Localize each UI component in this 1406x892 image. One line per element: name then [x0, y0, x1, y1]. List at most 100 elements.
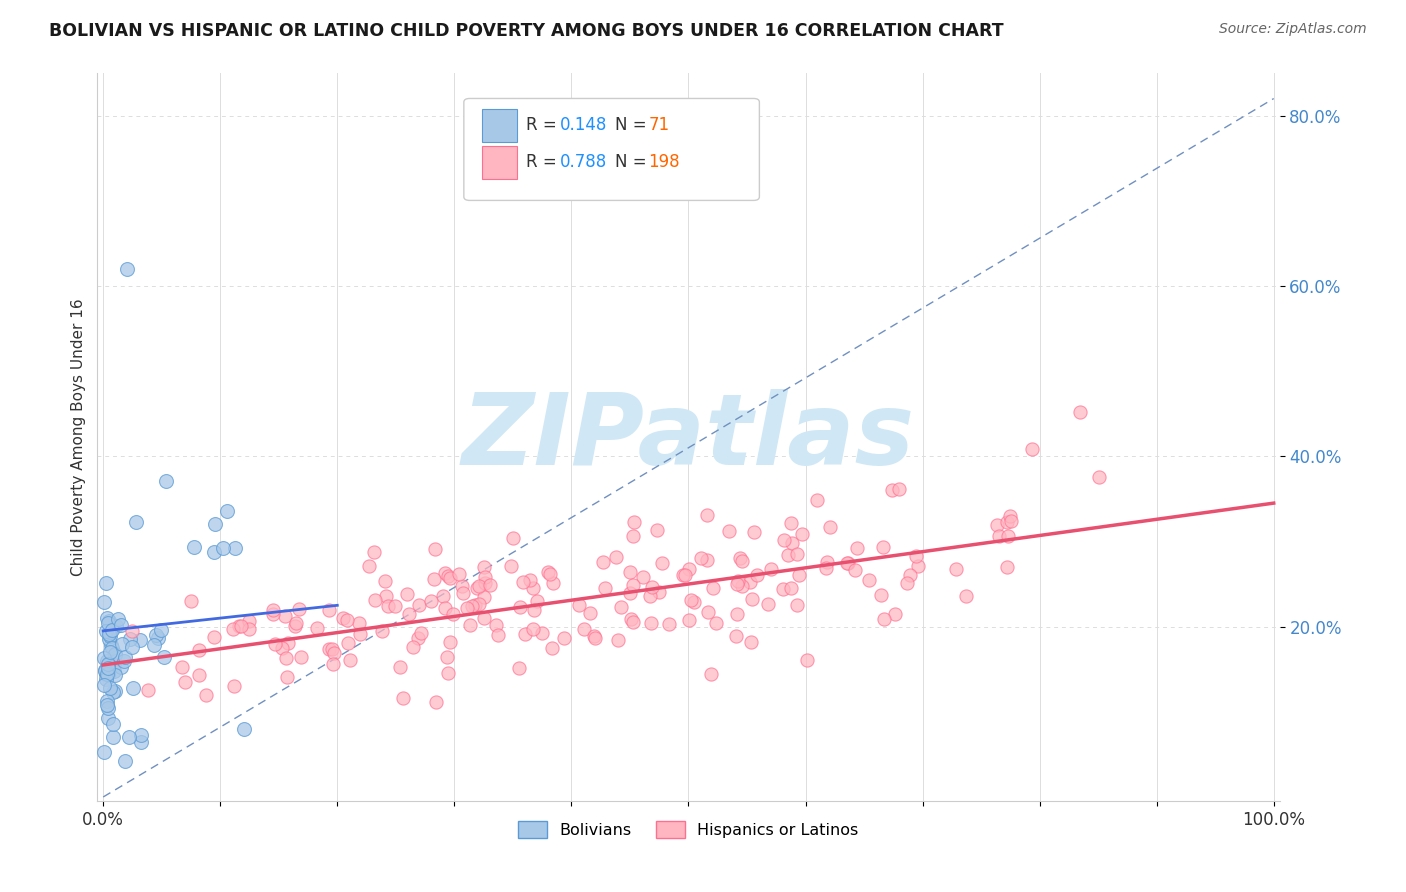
Point [142, 638, 165, 652]
Point [97, 616, 120, 631]
Point [778, 549, 800, 563]
Point [232, 722, 254, 736]
Point [222, 679, 245, 693]
Point [238, 615, 260, 629]
Point [610, 600, 633, 615]
Point [406, 631, 429, 645]
Point [349, 626, 371, 640]
Point [898, 568, 921, 582]
Point [718, 524, 741, 538]
Point [229, 618, 252, 632]
Text: 0.788: 0.788 [560, 153, 607, 171]
Point [318, 603, 340, 617]
Point [94, 664, 117, 678]
Point [472, 611, 495, 625]
Point [262, 607, 284, 622]
Point [541, 575, 564, 590]
Point [526, 594, 548, 608]
Point [364, 593, 387, 607]
Point [104, 667, 127, 681]
Point [1088, 470, 1111, 484]
Point [572, 622, 595, 636]
Point [474, 576, 496, 591]
Point [96, 624, 118, 638]
Point [995, 559, 1018, 574]
Point [673, 568, 696, 582]
Point [111, 637, 134, 651]
Point [432, 589, 454, 603]
Point [461, 599, 484, 614]
Point [773, 533, 796, 548]
Point [472, 560, 495, 574]
Point [374, 589, 396, 603]
Point [408, 598, 430, 612]
Point [522, 581, 544, 595]
Point [274, 651, 297, 665]
Point [997, 529, 1019, 543]
Point [187, 668, 209, 682]
Point [1000, 514, 1022, 528]
Point [593, 581, 616, 595]
Point [728, 550, 751, 565]
Point [696, 508, 718, 523]
Point [509, 600, 531, 615]
Y-axis label: Child Poverty Among Boys Under 16: Child Poverty Among Boys Under 16 [72, 298, 86, 576]
Point [621, 615, 644, 629]
Point [96, 667, 118, 681]
Point [458, 617, 481, 632]
Point [464, 599, 486, 613]
Point [97, 711, 120, 725]
Point [101, 685, 124, 699]
Point [349, 616, 371, 631]
Point [112, 654, 135, 668]
Point [425, 695, 447, 709]
Point [121, 640, 143, 654]
Point [474, 569, 496, 583]
Point [97, 658, 120, 673]
Point [678, 613, 700, 627]
Text: 0.148: 0.148 [560, 117, 607, 135]
Point [605, 550, 627, 565]
Point [271, 640, 294, 655]
Point [125, 516, 148, 530]
Point [523, 603, 546, 617]
Point [658, 617, 681, 632]
Point [512, 574, 534, 589]
Point [540, 641, 562, 656]
Point [468, 579, 491, 593]
Point [96, 694, 118, 708]
Point [98, 629, 121, 643]
Point [98, 645, 121, 659]
Point [357, 559, 380, 574]
Point [699, 666, 721, 681]
Point [101, 716, 124, 731]
Point [640, 616, 662, 631]
Point [94, 673, 117, 687]
Point [335, 613, 357, 627]
Point [619, 585, 641, 599]
Point [786, 598, 808, 612]
Point [645, 524, 668, 538]
Point [725, 607, 748, 621]
Point [439, 571, 461, 585]
Point [110, 660, 132, 674]
Point [727, 574, 749, 588]
Point [285, 616, 308, 631]
Point [792, 526, 814, 541]
Point [447, 567, 470, 582]
Point [384, 599, 406, 613]
Legend: Bolivians, Hispanics or Latinos: Bolivians, Hispanics or Latinos [512, 815, 865, 844]
Point [697, 605, 720, 619]
Point [217, 503, 239, 517]
Point [631, 570, 654, 584]
Point [97, 667, 120, 681]
Point [388, 660, 411, 674]
Point [305, 621, 328, 635]
Point [998, 509, 1021, 524]
Point [437, 568, 460, 582]
Point [103, 657, 125, 672]
Point [136, 682, 159, 697]
Point [173, 675, 195, 690]
Point [121, 624, 143, 638]
Point [835, 556, 858, 570]
